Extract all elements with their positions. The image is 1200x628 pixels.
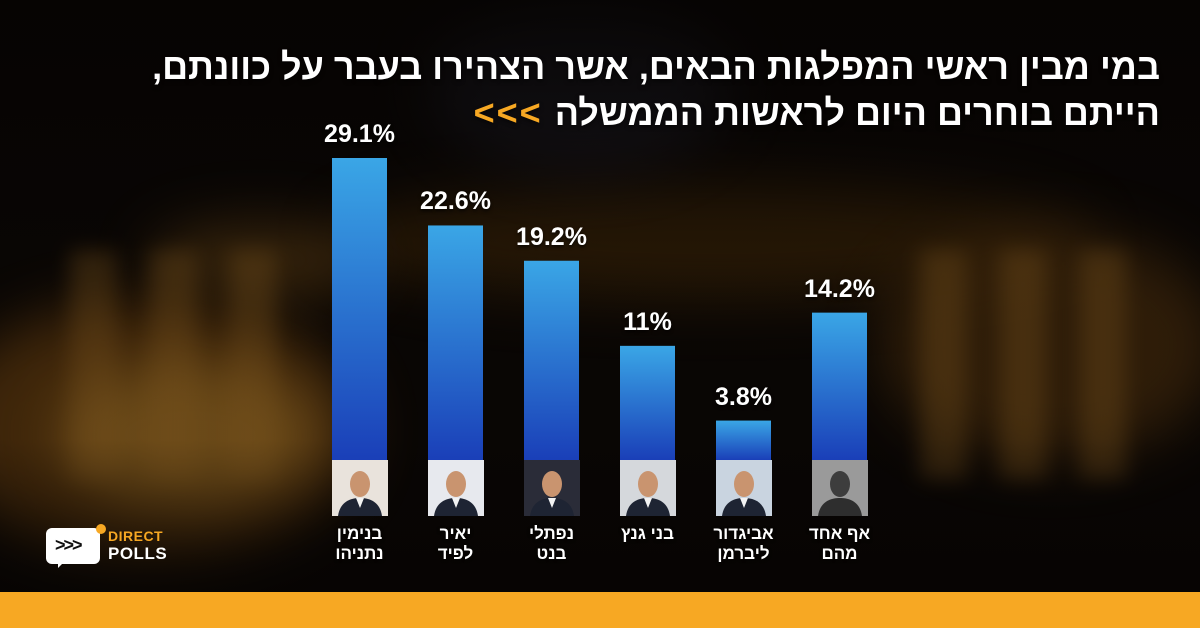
category-label-3: בני גנץ <box>621 524 674 543</box>
bar-1 <box>428 225 483 460</box>
value-label-0: 29.1% <box>324 120 395 148</box>
poll-question: במי מבין ראשי המפלגות הבאים, אשר הצהירו … <box>152 44 1160 136</box>
bar-5 <box>812 312 867 460</box>
value-label-3: 11% <box>623 307 672 336</box>
candidate-portrait-3 <box>620 460 676 516</box>
arrows-icon: <<< <box>473 92 543 133</box>
candidate-portrait-2 <box>524 460 580 516</box>
category-label-1: יאיר לפיד <box>437 524 474 563</box>
bar-2 <box>524 260 579 460</box>
logo-text-polls: POLLS <box>108 544 168 563</box>
candidate-portrait-0 <box>332 460 388 516</box>
category-label-4: אביגדור ליברמן <box>713 524 774 563</box>
value-label-1: 22.6% <box>420 187 491 216</box>
value-label-4: 3.8% <box>715 382 772 411</box>
category-label-2: נפתלי בנט <box>528 524 575 563</box>
bar-0 <box>332 158 387 460</box>
bar-4 <box>716 420 771 460</box>
chevrons-icon: >>> <box>55 535 83 555</box>
title-line-1: במי מבין ראשי המפלגות הבאים, אשר הצהירו … <box>152 46 1160 87</box>
category-label-5: אף אחד מהם <box>808 524 871 563</box>
category-label-0: בנימין נתניהו <box>335 524 384 563</box>
bar-3 <box>620 345 675 460</box>
bottom-accent-bar <box>0 592 1200 628</box>
candidate-portrait-1 <box>428 460 484 516</box>
direct-polls-logo: >>> DIRECT POLLS <box>46 524 168 570</box>
candidate-portrait-4 <box>716 460 772 516</box>
logo-dot-icon <box>96 524 106 534</box>
title-line-2: הייתם בוחרים היום לראשות הממשלה <box>554 92 1160 133</box>
value-label-2: 19.2% <box>516 222 587 251</box>
candidate-portrait-5 <box>812 460 868 516</box>
value-label-5: 14.2% <box>804 274 875 303</box>
logo-text-direct: DIRECT <box>108 528 164 544</box>
logo-badge: >>> <box>46 528 100 564</box>
